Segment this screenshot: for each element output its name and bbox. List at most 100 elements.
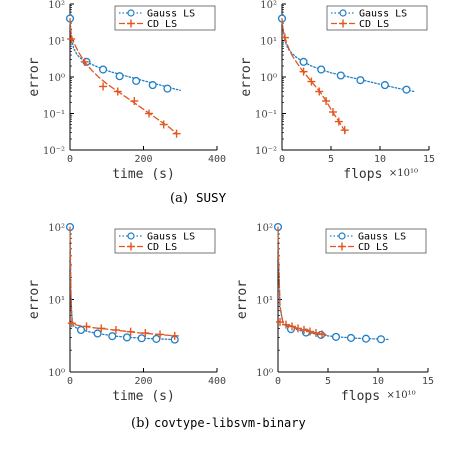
data-point-circle xyxy=(122,333,132,342)
data-point-plus xyxy=(113,87,122,96)
data-point-circle xyxy=(152,334,161,343)
data-point-plus xyxy=(126,327,135,336)
chart-panels: 0 200 400 10⁻² 10⁻¹ 10⁰ 10¹ 10² error time (s) Gau… xyxy=(27,0,435,404)
chart-a-left: 0 200 400 10⁻² 10⁻¹ 10⁰ 10¹ 10² error time (s) Gau… xyxy=(27,0,226,182)
data-point-plus xyxy=(322,97,331,106)
y-tick-label: 10¹ xyxy=(48,296,65,307)
y-axis-label: error xyxy=(27,57,42,96)
data-point-plus xyxy=(282,320,290,329)
y-tick-label: 10² xyxy=(260,0,277,11)
data-point-plus xyxy=(141,329,150,338)
chart-b-right: 0 5 10 15 10⁰ 10¹ 10² error flops ×10¹⁰ Gauss LSCD… xyxy=(235,222,434,404)
data-point-circle xyxy=(137,334,146,343)
legend-entry: CD LS xyxy=(359,19,389,30)
series-line-cd-ls xyxy=(281,17,347,134)
data-point-plus xyxy=(340,126,349,135)
data-point-circle xyxy=(132,76,141,85)
x-tick-label: 5 xyxy=(325,376,331,387)
x-axis-multiplier: ×10¹⁰ xyxy=(387,390,416,401)
data-point-plus xyxy=(312,329,320,338)
y-tick-label: 10⁰ xyxy=(48,368,65,379)
legend-marker-circle xyxy=(339,9,347,17)
data-point-plus xyxy=(299,67,308,76)
x-tick-label: 400 xyxy=(208,376,226,387)
x-axis-label: flops xyxy=(343,167,382,182)
caption-b-label: (b) xyxy=(131,416,149,431)
data-point-plus xyxy=(82,322,91,331)
caption-b-dataset: covtype-libsvm-binary xyxy=(154,416,306,430)
chart-a-right: 0 5 10 15 10⁻² 10⁻¹ 10⁰ 10¹ 10² error flops ×10¹⁰ Ga… xyxy=(239,0,435,182)
data-point-circle xyxy=(108,332,117,341)
data-point-circle xyxy=(356,76,365,85)
legend-entry: CD LS xyxy=(147,19,177,30)
y-tick-label: 10² xyxy=(256,223,273,234)
x-tick-label: 10 xyxy=(372,376,384,387)
data-point-circle xyxy=(402,85,411,94)
data-point-plus xyxy=(97,324,106,333)
legend-marker-circle xyxy=(127,232,135,240)
data-point-plus xyxy=(280,33,289,42)
caption-a-label: (a) xyxy=(170,191,188,206)
caption-a-dataset: SUSY xyxy=(196,190,227,205)
data-point-circle xyxy=(336,71,345,80)
y-tick-label: 10⁻¹ xyxy=(255,110,277,121)
data-point-circle xyxy=(331,332,341,341)
legend-marker-circle xyxy=(127,9,135,17)
data-point-circle xyxy=(346,333,356,342)
legend-entry: Gauss LS xyxy=(358,232,406,243)
data-point-plus xyxy=(170,331,179,340)
data-point-plus xyxy=(67,34,76,43)
data-point-circle xyxy=(361,334,371,343)
x-tick-label: 10 xyxy=(374,154,386,165)
x-tick-label: 400 xyxy=(208,154,226,165)
y-tick-label: 10¹ xyxy=(260,37,277,48)
y-axis-label: error xyxy=(239,57,254,96)
y-axis-label: error xyxy=(27,280,42,319)
data-point-plus xyxy=(159,120,168,129)
data-point-plus xyxy=(328,107,337,116)
data-point-plus xyxy=(67,319,76,328)
data-point-circle xyxy=(93,329,102,338)
y-tick-label: 10¹ xyxy=(48,37,65,48)
data-point-plus xyxy=(334,117,343,126)
data-point-circle xyxy=(99,65,108,74)
x-tick-label: 0 xyxy=(279,154,285,165)
data-point-plus xyxy=(111,325,120,334)
series-line-cd-ls xyxy=(69,17,178,135)
data-point-plus xyxy=(307,77,316,86)
y-tick-label: 10⁻² xyxy=(255,146,277,157)
x-axis-label: time (s) xyxy=(112,389,175,404)
y-tick-label: 10² xyxy=(48,223,65,234)
y-axis-label: error xyxy=(235,280,250,319)
legend-entry: CD LS xyxy=(147,242,177,253)
legend-marker-circle xyxy=(338,232,346,240)
x-axis-multiplier: ×10¹⁰ xyxy=(389,168,418,179)
data-point-plus xyxy=(80,57,89,66)
y-tick-label: 10⁰ xyxy=(48,73,65,84)
data-point-circle xyxy=(76,325,86,335)
data-point-circle xyxy=(115,72,124,81)
x-tick-label: 0 xyxy=(67,154,73,165)
data-point-plus xyxy=(288,322,296,331)
legend-entry: Gauss LS xyxy=(359,9,407,20)
data-point-plus xyxy=(315,87,324,96)
y-tick-label: 10¹ xyxy=(256,296,273,307)
data-point-plus xyxy=(130,97,139,106)
data-point-circle xyxy=(163,84,172,93)
x-axis-label: time (s) xyxy=(112,167,175,182)
data-point-plus xyxy=(276,317,284,326)
x-tick-label: 0 xyxy=(67,376,73,387)
series-line-gauss-ls xyxy=(69,17,181,92)
data-point-plus xyxy=(99,82,108,91)
data-point-circle xyxy=(148,81,157,90)
data-point-plus xyxy=(172,129,181,138)
data-point-circle xyxy=(317,65,326,74)
x-tick-label: 0 xyxy=(275,376,281,387)
data-point-circle xyxy=(380,81,389,90)
x-tick-label: 5 xyxy=(328,154,334,165)
data-point-circle xyxy=(376,335,386,344)
